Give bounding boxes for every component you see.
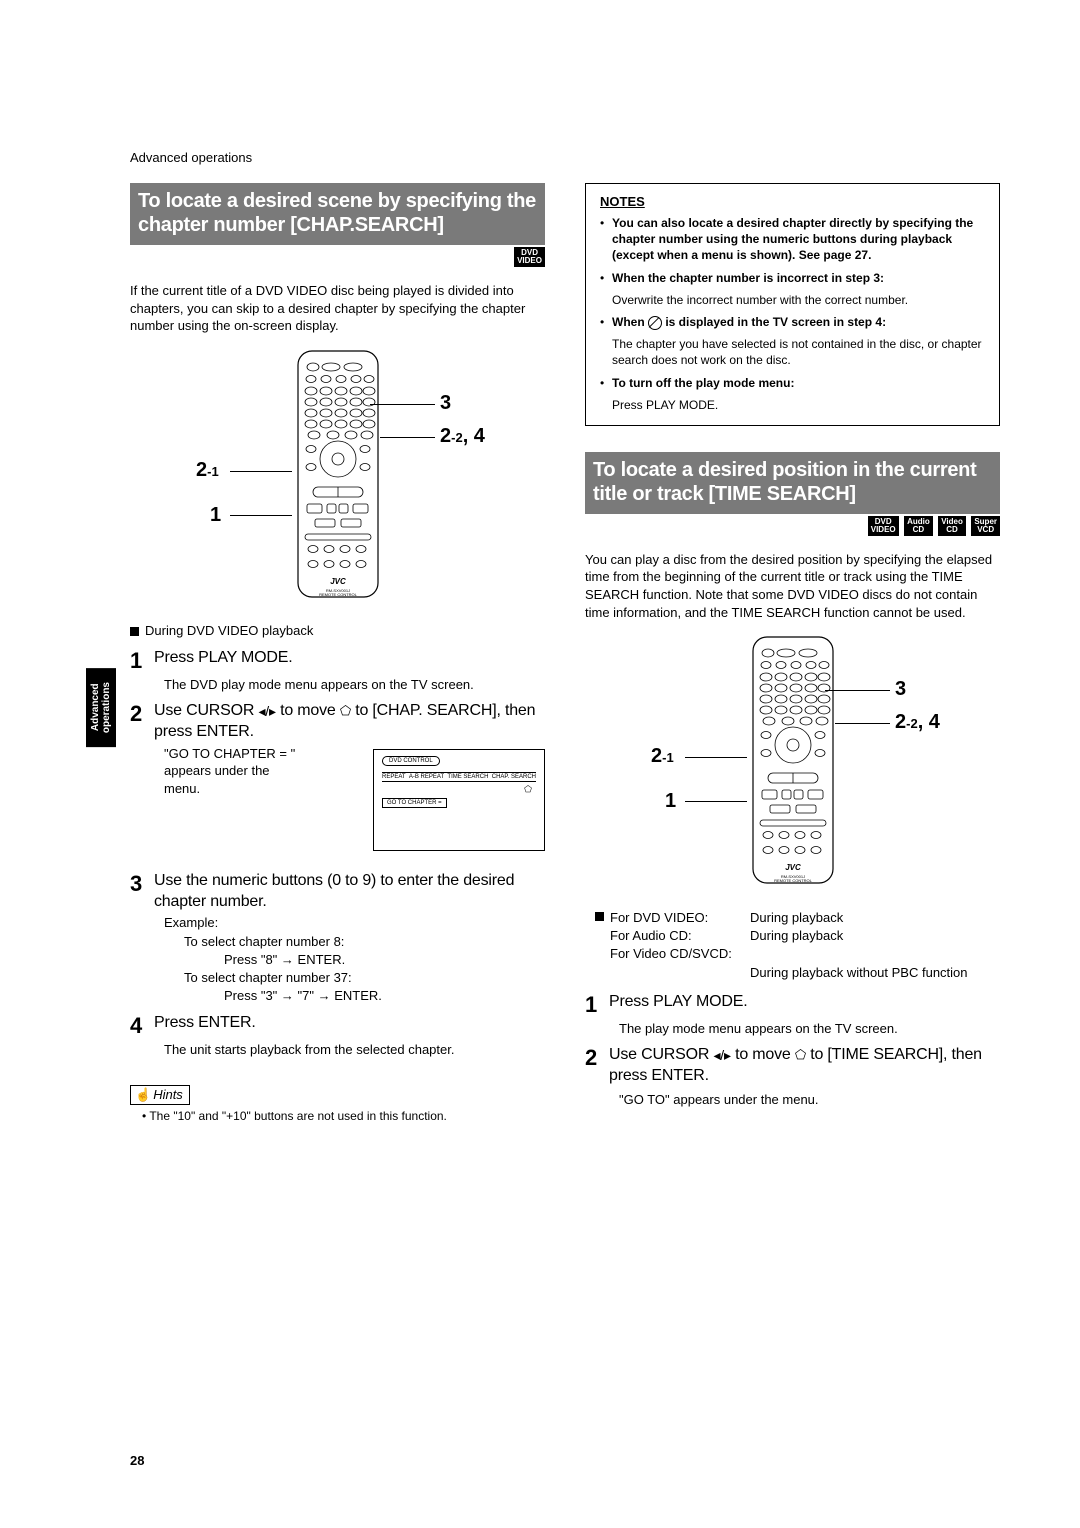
page: Advanced operations To locate a desired … — [0, 0, 1080, 1528]
media-context-table: For DVD VIDEO:During playback For Audio … — [595, 909, 1000, 982]
side-tab: Advancedoperations — [86, 668, 116, 747]
pointer-icon: ⬠ — [340, 703, 351, 720]
callout-1-right: 1 — [665, 790, 676, 813]
callout-3-right: 3 — [895, 678, 906, 701]
breadcrumb: Advanced operations — [130, 150, 1000, 165]
badges-left: DVDVIDEO — [130, 247, 545, 268]
step-1-left: 1 Press PLAY MODE. — [130, 648, 545, 672]
step-2-text-left: Use CURSOR ◂/▸ to move ⬠ to [CHAP. SEARC… — [154, 701, 545, 743]
columns: To locate a desired scene by specifying … — [130, 183, 1000, 1123]
left-column: To locate a desired scene by specifying … — [130, 183, 545, 1123]
remote-svg-left: JVC RM-SXV001J REMOTE CONTROL — [293, 349, 383, 599]
hints-text: • The "10" and "+10" buttons are not use… — [142, 1109, 545, 1123]
remote-illustration-left: JVC RM-SXV001J REMOTE CONTROL 3 2-2, 4 2… — [130, 349, 545, 609]
callout-3-left: 3 — [440, 392, 451, 415]
step-2-text-right: Use CURSOR ◂/▸ to move ⬠ to [TIME SEARCH… — [609, 1045, 1000, 1087]
svg-text:JVC: JVC — [785, 863, 801, 872]
note-1: •You can also locate a desired chapter d… — [600, 215, 985, 264]
step-4-sub-left: The unit starts playback from the select… — [164, 1041, 545, 1059]
step-4-left: 4 Press ENTER. — [130, 1013, 545, 1037]
badge-super-vcd: SuperVCD — [971, 516, 1000, 536]
svg-text:JVC: JVC — [330, 577, 346, 586]
callout-21-right: 2-1 — [651, 745, 674, 768]
badge-dvd-video: DVDVIDEO — [514, 247, 545, 267]
example-block: Example: To select chapter number 8: Pre… — [164, 914, 545, 1005]
badges-right: DVDVIDEO AudioCD VideoCD SuperVCD — [585, 516, 1000, 537]
cursor-left-right-icon: ◂/▸ — [713, 1046, 730, 1064]
intro-right: You can play a disc from the desired pos… — [585, 551, 1000, 621]
callout-22-4-left: 2-2, 4 — [440, 425, 485, 448]
section-title-chap-search: To locate a desired scene by specifying … — [130, 183, 545, 245]
osd-row: REPEAT A-B REPEAT TIME SEARCH CHAP. SEAR… — [382, 772, 536, 782]
notes-title: NOTES — [600, 194, 985, 209]
section-title-time-search: To locate a desired position in the curr… — [585, 452, 1000, 514]
osd-header: DVD CONTROL — [382, 756, 440, 766]
note-3: •When is displayed in the TV screen in s… — [600, 314, 985, 330]
badge-dvd-video-r: DVDVIDEO — [868, 516, 899, 536]
hints-label: Hints — [130, 1085, 190, 1105]
step-1-right: 1 Press PLAY MODE. — [585, 992, 1000, 1016]
step-1-sub-right: The play mode menu appears on the TV scr… — [619, 1020, 1000, 1038]
badge-audio-cd: AudioCD — [904, 516, 933, 536]
badge-video-cd: VideoCD — [938, 516, 966, 536]
notes-box: NOTES •You can also locate a desired cha… — [585, 183, 1000, 426]
step-2-sub-right: "GO TO" appears under the menu. — [619, 1091, 1000, 1109]
context-left: During DVD VIDEO playback — [130, 623, 545, 638]
osd-preview: DVD CONTROL REPEAT A-B REPEAT TIME SEARC… — [373, 749, 545, 851]
page-number: 28 — [130, 1453, 144, 1468]
remote-illustration-right: JVC RM-SXV001J REMOTE CONTROL 3 2-2, 4 2… — [585, 635, 1000, 895]
pointer-icon: ⬠ — [795, 1047, 806, 1064]
step-1-sub-left: The DVD play mode menu appears on the TV… — [164, 676, 545, 694]
cursor-left-right-icon: ◂/▸ — [258, 702, 275, 720]
right-column: NOTES •You can also locate a desired cha… — [585, 183, 1000, 1123]
callout-22-4-right: 2-2, 4 — [895, 711, 940, 734]
note-4: •To turn off the play mode menu: — [600, 375, 985, 391]
remote-svg-right: JVC RM-SXV001J REMOTE CONTROL — [748, 635, 838, 885]
step-2-right: 2 Use CURSOR ◂/▸ to move ⬠ to [TIME SEAR… — [585, 1045, 1000, 1087]
osd-goto-label: GO TO CHAPTER = — [382, 798, 447, 808]
step-2-left: 2 Use CURSOR ◂/▸ to move ⬠ to [CHAP. SEA… — [130, 701, 545, 743]
prohibit-icon — [648, 316, 662, 330]
callout-1-left: 1 — [210, 504, 221, 527]
intro-left: If the current title of a DVD VIDEO disc… — [130, 282, 545, 335]
svg-text:REMOTE CONTROL: REMOTE CONTROL — [319, 592, 358, 597]
step-2-sub-left: "GO TO CHAPTER = " appears under the men… — [164, 745, 304, 798]
svg-text:REMOTE CONTROL: REMOTE CONTROL — [774, 878, 813, 883]
note-2: •When the chapter number is incorrect in… — [600, 270, 985, 286]
osd-cursor-icon: ⬠ — [524, 784, 532, 795]
step-3-left: 3 Use the numeric buttons (0 to 9) to en… — [130, 871, 545, 913]
callout-21-left: 2-1 — [196, 459, 219, 482]
